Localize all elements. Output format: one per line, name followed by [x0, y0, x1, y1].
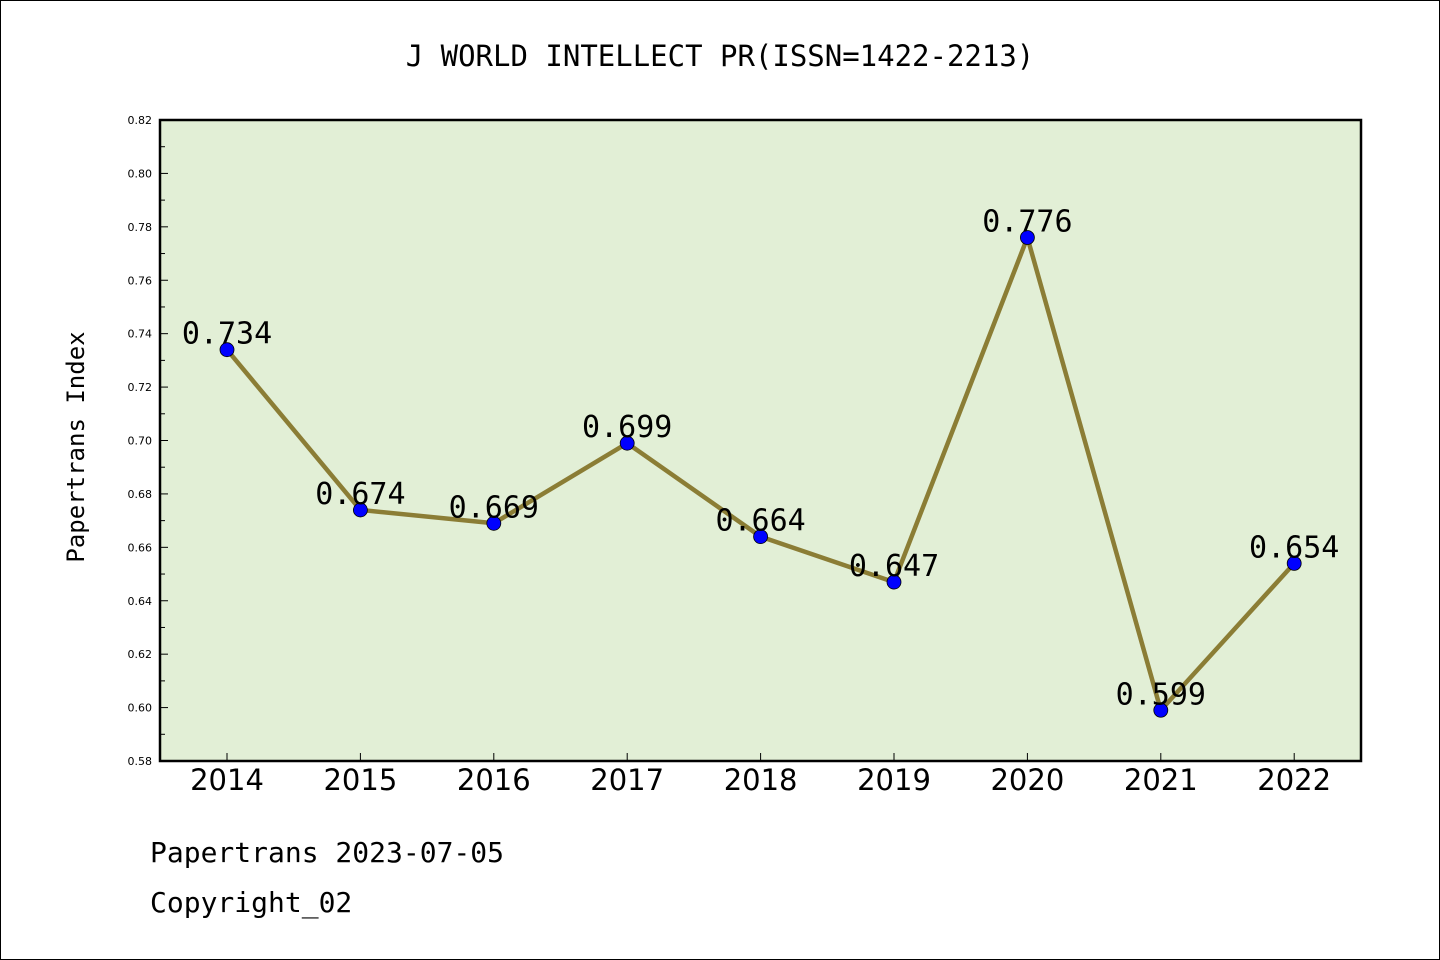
y-tick-label: 0.78	[128, 221, 153, 234]
y-tick-label: 0.64	[128, 595, 153, 608]
x-tick-label: 2020	[990, 763, 1064, 797]
data-label: 0.654	[1249, 530, 1339, 565]
footer-copyright: Copyright_02	[150, 886, 353, 919]
data-point	[1020, 230, 1035, 245]
y-tick-label: 0.72	[128, 381, 153, 394]
x-tick-label: 2019	[857, 763, 931, 797]
data-point	[352, 502, 368, 518]
y-tick-label: 0.82	[128, 114, 153, 127]
y-axis-label: Papertrans Index	[62, 331, 90, 562]
chart-title: J WORLD INTELLECT PR(ISSN=1422-2213)	[406, 39, 1035, 73]
data-label: 0.734	[182, 317, 272, 352]
y-tick-label: 0.76	[128, 274, 153, 287]
data-point	[753, 529, 768, 545]
x-tick-label: 2021	[1124, 763, 1198, 797]
footer-date: Papertrans 2023-07-05	[150, 836, 505, 869]
y-tick-label: 0.58	[128, 755, 153, 768]
data-label: 0.599	[1116, 677, 1206, 712]
x-tick-label: 2022	[1257, 763, 1331, 797]
x-tick-label: 2018	[724, 763, 798, 797]
data-point	[1153, 702, 1169, 718]
x-tick-label: 2014	[190, 763, 264, 797]
y-tick-label: 0.62	[128, 648, 153, 661]
data-point	[1286, 555, 1302, 571]
data-label: 0.776	[982, 205, 1072, 240]
series-layer: 0.734 0.674 0.669 0.699 0.664 0.647 0.776 0.599…	[182, 205, 1339, 718]
data-point	[886, 574, 902, 590]
y-tick-label: 0.68	[128, 488, 153, 501]
data-label: 0.674	[315, 477, 405, 512]
x-axis: 2014 2015 2016 2017 2018 2019 2020 2021 2022	[190, 753, 1331, 797]
data-label: 0.664	[715, 504, 805, 539]
y-tick-label: 0.70	[128, 435, 153, 448]
data-point	[619, 435, 635, 451]
data-label: 0.699	[582, 410, 672, 445]
y-tick-label: 0.66	[128, 541, 153, 554]
data-point	[219, 342, 235, 358]
data-label: 0.647	[849, 549, 939, 584]
x-tick-label: 2017	[590, 763, 664, 797]
y-axis: 0.58 0.60 0.62 0.64 0.66 0.68 0.70 0.72 0.74 0.76…	[128, 114, 168, 768]
x-tick-label: 2016	[457, 763, 531, 797]
data-point	[486, 515, 502, 531]
y-tick-label: 0.60	[128, 702, 153, 715]
x-tick-label: 2015	[323, 763, 397, 797]
plot-area	[158, 118, 1363, 763]
y-tick-label: 0.74	[128, 328, 153, 341]
data-label: 0.669	[449, 490, 539, 525]
y-tick-label: 0.80	[128, 167, 153, 180]
